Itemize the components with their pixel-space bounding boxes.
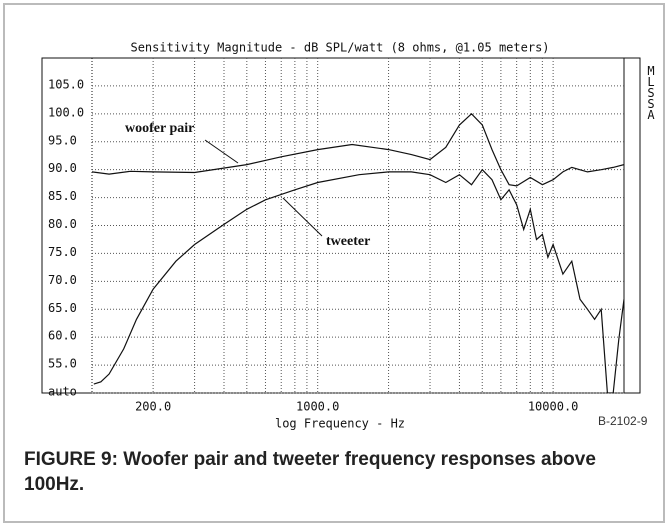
y-tick-label: 60.0: [48, 329, 77, 343]
series-label: woofer pair: [125, 121, 194, 136]
side-label: MLSSA: [644, 64, 658, 119]
chart-title: Sensitivity Magnitude - dB SPL/watt (8 o…: [130, 41, 549, 55]
y-tick-label: 100.0: [48, 105, 84, 119]
y-tick-label: 90.0: [48, 161, 77, 175]
y-tick-label: 80.0: [48, 217, 77, 231]
y-tick-label: 70.0: [48, 273, 77, 287]
leader-line: [204, 139, 239, 164]
y-tick-label: 95.0: [48, 133, 77, 147]
series-label: tweeter: [326, 234, 370, 249]
series-line: [93, 168, 624, 393]
x-tick-label: 1000.0: [296, 400, 339, 414]
lines: [92, 112, 624, 393]
y-tick-label: 105.0: [48, 77, 84, 91]
x-axis-label: log Frequency - Hz: [275, 417, 405, 431]
series-line: [92, 112, 624, 187]
y-tick-label: 65.0: [48, 301, 77, 315]
x-tick-label: 10000.0: [528, 400, 579, 414]
x-tick-label: 200.0: [135, 400, 171, 414]
y-tick-label: 85.0: [48, 189, 77, 203]
outer-border: [3, 3, 665, 523]
y-tick-label: auto: [48, 385, 77, 399]
y-tick-label: 55.0: [48, 357, 77, 371]
grid: auto 55.0 60.0 65.0 70.0 75.0 80.0 85.0 90.0 95.0…: [48, 58, 625, 414]
figure-id: B-2102-9: [598, 414, 648, 428]
leader-line: [282, 197, 323, 237]
caption: FIGURE 9: Woofer pair and tweeter freque…: [24, 449, 596, 495]
y-tick-label: 75.0: [48, 245, 77, 259]
